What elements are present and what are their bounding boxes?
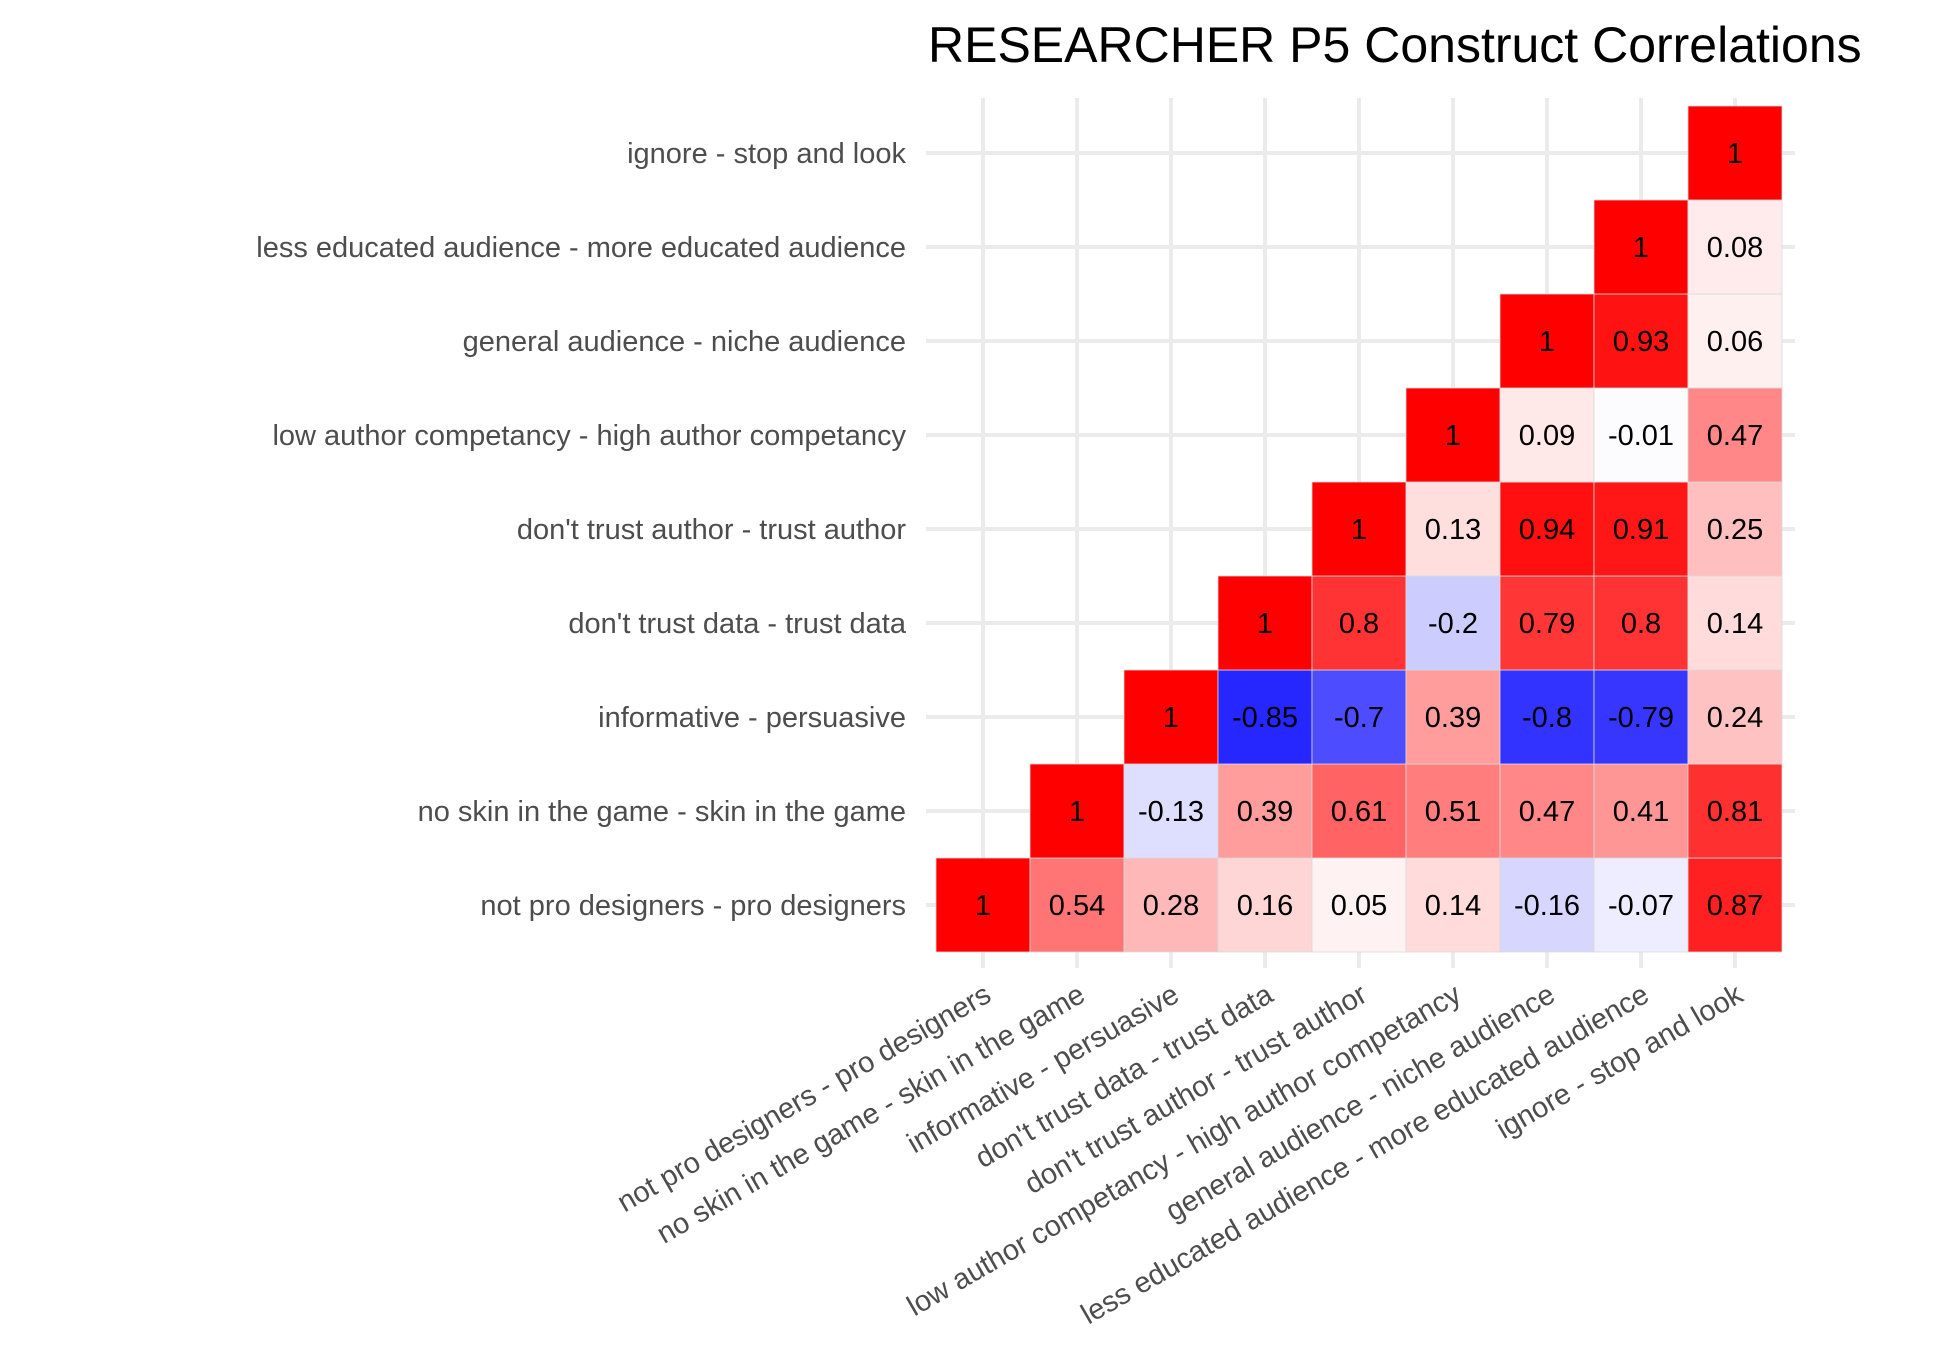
heatmap-cell [1499, 293, 1595, 389]
cell-value-label: 0.91 [1613, 514, 1669, 546]
y-tick-label-less-educated-audience-more-educated-audience: less educated audience - more educated a… [256, 232, 906, 264]
heatmap-cell [1405, 575, 1501, 671]
cell-value-label: 0.39 [1425, 702, 1481, 734]
cell-value-label: 0.25 [1707, 514, 1763, 546]
y-tick-label-general-audience-niche-audience: general audience - niche audience [463, 326, 906, 358]
heatmap-cell [1499, 857, 1595, 953]
cell-value-label: 0.51 [1425, 796, 1481, 828]
cell-value-label: 0.93 [1613, 326, 1669, 358]
cell-value-label: 1 [1445, 420, 1461, 452]
x-tick-label-not-pro-designers-pro-designers: not pro designers - pro designers [612, 978, 997, 1219]
heatmap-cell [1311, 481, 1407, 577]
heatmap-cell [1593, 481, 1689, 577]
cell-value-label: 0.24 [1707, 702, 1763, 734]
heatmap-cell [1217, 857, 1313, 953]
cell-value-label: 1 [1069, 796, 1085, 828]
cell-value-label: 0.8 [1621, 608, 1661, 640]
heatmap-cell [1687, 105, 1783, 201]
heatmap-cell [1311, 763, 1407, 859]
heatmap-cell [1593, 857, 1689, 953]
heatmap-cell [1593, 763, 1689, 859]
cell-value-label: 0.14 [1707, 608, 1763, 640]
cell-value-label: 0.39 [1237, 796, 1293, 828]
cell-value-label: 0.54 [1049, 890, 1105, 922]
heatmap-cell [1217, 575, 1313, 671]
heatmap-cell [1217, 669, 1313, 765]
x-tick-label-no-skin-in-the-game-skin-in-the-game: no skin in the game - skin in the game [652, 978, 1091, 1250]
y-tick-label-don-t-trust-author-trust-author: don't trust author - trust author [517, 514, 907, 546]
heatmap-cell [1405, 387, 1501, 483]
heatmap-cell [1499, 481, 1595, 577]
cell-value-label: 1 [1539, 326, 1555, 358]
heatmap-cell [1687, 763, 1783, 859]
heatmap-cell [1687, 669, 1783, 765]
heatmap-cell [1593, 199, 1689, 295]
y-tick-label-not-pro-designers-pro-designers: not pro designers - pro designers [480, 890, 906, 922]
cell-value-label: 0.08 [1707, 232, 1763, 264]
heatmap-cell [1499, 669, 1595, 765]
heatmap-cell [1029, 763, 1125, 859]
cell-value-label: 0.79 [1519, 608, 1575, 640]
cell-value-label: 1 [1351, 514, 1367, 546]
heatmap-tiles [935, 105, 1783, 953]
cell-value-label: 0.41 [1613, 796, 1669, 828]
heatmap-cell [1405, 857, 1501, 953]
cell-value-label: 0.8 [1339, 608, 1379, 640]
cell-value-label: -0.01 [1608, 420, 1674, 452]
cell-value-label: -0.07 [1608, 890, 1674, 922]
heatmap-cell [1311, 575, 1407, 671]
cell-value-label: -0.2 [1428, 608, 1478, 640]
heatmap-cell [1593, 293, 1689, 389]
heatmap-cell [1499, 763, 1595, 859]
cell-value-label: 0.06 [1707, 326, 1763, 358]
heatmap-cell [1593, 575, 1689, 671]
heatmap-cell [1687, 857, 1783, 953]
cell-value-label: 0.28 [1143, 890, 1199, 922]
cell-value-label: -0.16 [1514, 890, 1580, 922]
heatmap-cell [1311, 669, 1407, 765]
heatmap-cell [1687, 575, 1783, 671]
cell-value-label: 0.61 [1331, 796, 1387, 828]
cell-value-label: -0.8 [1522, 702, 1572, 734]
heatmap-cell [1123, 763, 1219, 859]
cell-value-label: 0.14 [1425, 890, 1481, 922]
cell-value-label: 1 [1163, 702, 1179, 734]
cell-value-label: 1 [1727, 138, 1743, 170]
heatmap-cell [1405, 669, 1501, 765]
chart-title: RESEARCHER P5 Construct Correlations [928, 17, 1862, 73]
cell-value-label: 0.05 [1331, 890, 1387, 922]
cell-value-label: 1 [975, 890, 991, 922]
cell-value-label: 0.87 [1707, 890, 1763, 922]
y-tick-label-informative-persuasive: informative - persuasive [598, 702, 906, 734]
cell-value-label: 0.81 [1707, 796, 1763, 828]
y-tick-label-no-skin-in-the-game-skin-in-the-game: no skin in the game - skin in the game [418, 796, 906, 828]
heatmap-cell [1123, 669, 1219, 765]
heatmap-cell [935, 857, 1031, 953]
cell-value-label: 0.47 [1519, 796, 1575, 828]
cell-value-label: -0.85 [1232, 702, 1298, 734]
cell-value-label: 0.09 [1519, 420, 1575, 452]
heatmap-cell [1687, 199, 1783, 295]
heatmap-cell [1593, 669, 1689, 765]
y-axis-tick-labels: not pro designers - pro designers no skin… [256, 138, 907, 922]
cell-value-label: -0.79 [1608, 702, 1674, 734]
cell-value-label: 0.16 [1237, 890, 1293, 922]
cell-value-label: 0.94 [1519, 514, 1575, 546]
y-tick-label-low-author-competancy-high-author-competancy: low author competancy - high author comp… [272, 420, 906, 452]
cell-value-label: -0.13 [1138, 796, 1204, 828]
cell-value-label: 1 [1633, 232, 1649, 264]
cell-value-label: 0.13 [1425, 514, 1481, 546]
heatmap-cell [1217, 763, 1313, 859]
cell-value-label: 0.47 [1707, 420, 1763, 452]
cell-value-label: -0.7 [1334, 702, 1384, 734]
heatmap-cell [1405, 763, 1501, 859]
heatmap-cell [1405, 481, 1501, 577]
y-tick-label-don-t-trust-data-trust-data: don't trust data - trust data [568, 608, 906, 640]
cell-value-labels: 1 0.54 0.28 0.16 0.05 0.14 -0.16 -0.07 0.87 1 -0.1… [975, 138, 1763, 922]
cell-value-label: 1 [1257, 608, 1273, 640]
y-tick-label-ignore-stop-and-look: ignore - stop and look [627, 138, 906, 170]
